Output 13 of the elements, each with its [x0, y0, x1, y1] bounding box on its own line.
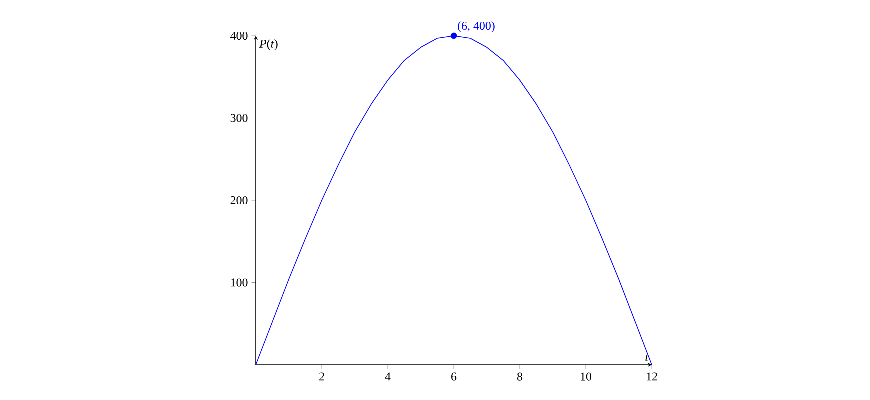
y-tick-label: 300	[230, 114, 248, 122]
x-axis-title: t	[646, 354, 649, 362]
y-tick-label: 400	[230, 32, 248, 40]
x-tick-label: 2	[320, 372, 324, 381]
x-tick-label: 6	[452, 372, 457, 381]
x-tick-label: 12	[647, 372, 658, 381]
y-tick-label: 200	[230, 196, 248, 205]
y-tick-label: 100	[231, 278, 248, 287]
x-tick-label: 8	[517, 372, 523, 381]
y-axis-title: P(t)	[259, 40, 278, 50]
x-tick-label: 4	[385, 372, 391, 381]
x-tick-label: 10	[581, 372, 592, 381]
annotation: (6, 400)	[458, 22, 495, 32]
